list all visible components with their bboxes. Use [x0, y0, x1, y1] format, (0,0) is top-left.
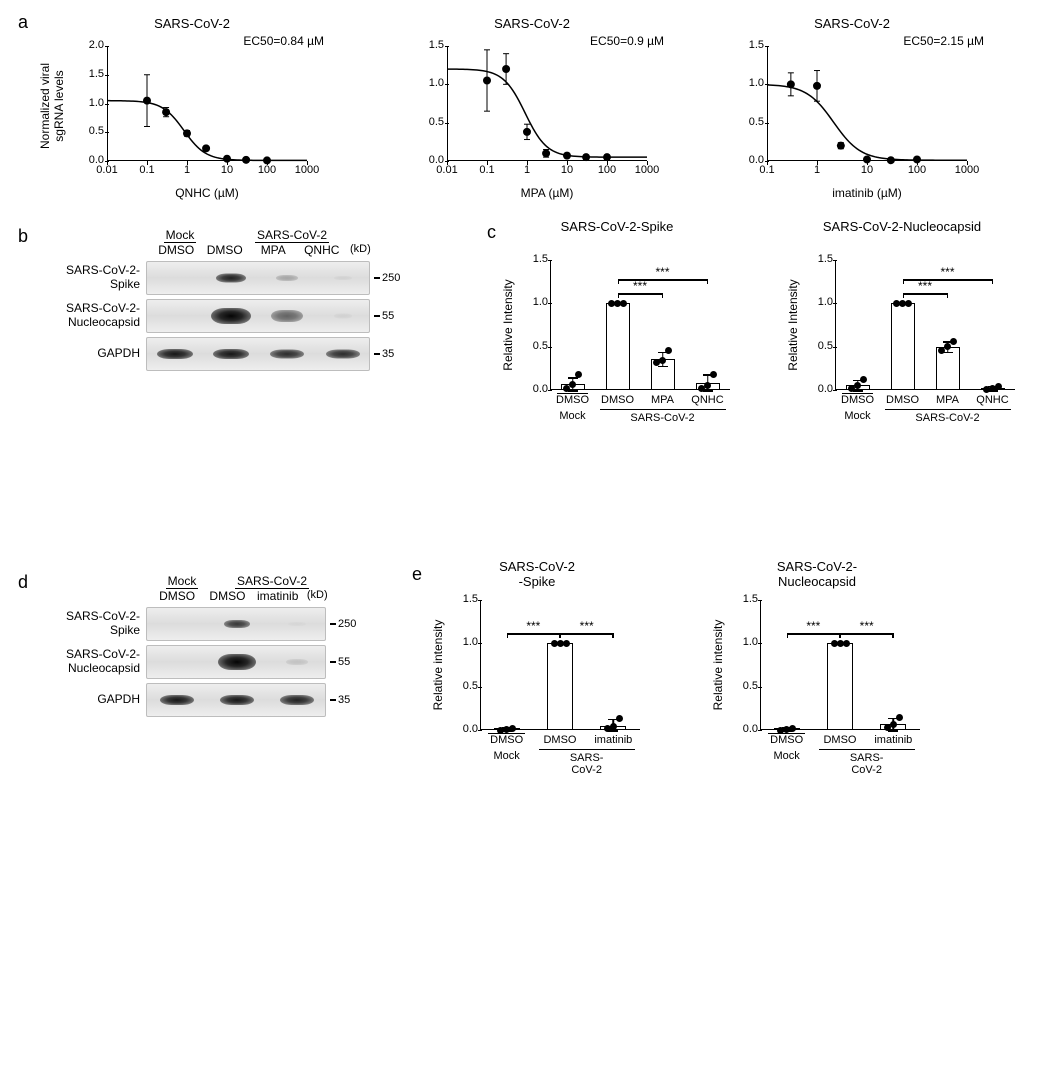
- panel-b-blot: MockSARS-CoV-2DMSODMSOMPAQNHC(kD)SARS-Co…: [36, 228, 436, 375]
- panel-a: SARS-CoV-2EC50=0.84 µMNormalized viralsg…: [12, 12, 1038, 212]
- panel-b-label: b: [18, 226, 28, 247]
- y-axis-label: Relative Intensity: [786, 279, 800, 370]
- bar-title: SARS-CoV-2-Spike: [502, 220, 732, 235]
- y-axis-label: Relative intensity: [431, 620, 445, 711]
- panel-e-label: e: [412, 564, 422, 585]
- bar-chart: SARS-CoV-2-SpikeRelative intensity0.00.5…: [432, 560, 642, 775]
- dose-chart-qnhc: SARS-CoV-2EC50=0.84 µMNormalized viralsg…: [52, 16, 332, 196]
- bar-chart: SARS-CoV-2-SpikeRelative Intensity0.00.5…: [502, 220, 732, 435]
- panel-c: SARS-CoV-2-SpikeRelative Intensity0.00.5…: [502, 220, 1042, 460]
- y-axis-label: Relative intensity: [711, 620, 725, 711]
- panel-d-label: d: [18, 572, 28, 593]
- panel-e: SARS-CoV-2-SpikeRelative intensity0.00.5…: [432, 560, 952, 810]
- bar-title: SARS-CoV-2-Nucleocapsid: [787, 220, 1017, 235]
- figure-root: a SARS-CoV-2EC50=0.84 µMNormalized viral…: [12, 12, 1038, 1062]
- dose-chart-imatinib: SARS-CoV-2EC50=2.15 µM0.00.51.01.50.1110…: [712, 16, 992, 196]
- bar-chart: SARS-CoV-2-Nucleocapsid Relative intensit…: [712, 560, 922, 775]
- panel-d-blot: MockSARS-CoV-2DMSODMSOimatinib(kD)SARS-C…: [36, 574, 396, 721]
- panel-c-label: c: [487, 222, 496, 243]
- bar-title: SARS-CoV-2-Nucleocapsid: [712, 560, 922, 590]
- bar-chart: SARS-CoV-2-Nucleocapsid Relative Intensit…: [787, 220, 1017, 435]
- dose-chart-mpa: SARS-CoV-2EC50=0.9 µM0.00.51.01.50.010.1…: [392, 16, 672, 196]
- y-axis-label: Relative Intensity: [501, 279, 515, 370]
- bar-title: SARS-CoV-2-Spike: [432, 560, 642, 590]
